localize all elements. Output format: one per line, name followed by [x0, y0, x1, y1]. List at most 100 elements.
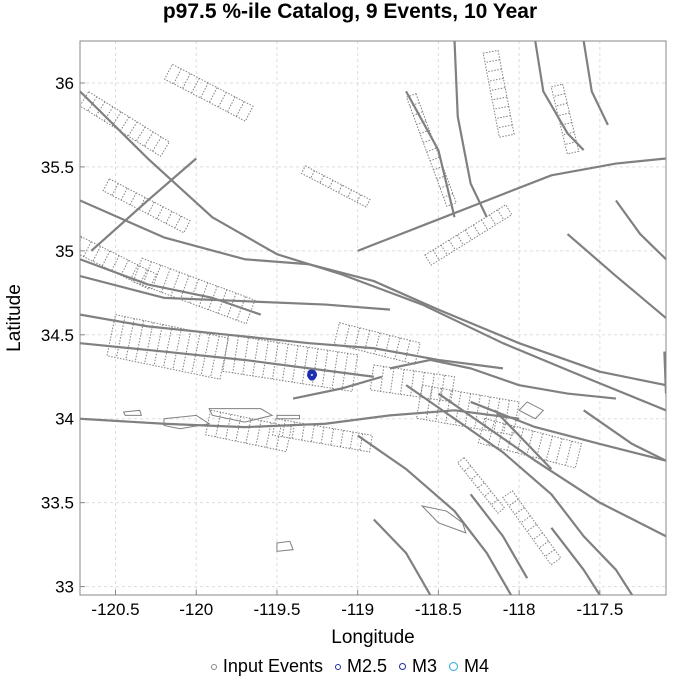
fault-patch-division [331, 351, 339, 389]
fault-patch-division [426, 147, 437, 153]
fault-patch-division [445, 390, 452, 424]
x-tick-label: -118 [503, 600, 536, 619]
fault-patch-division [545, 435, 553, 461]
plot-frame [79, 40, 667, 596]
fault-patch-division [379, 366, 385, 392]
fault-patch-division [125, 318, 135, 360]
fault-patch [550, 83, 580, 155]
fault-patch-division [174, 215, 182, 229]
x-tick-label: -117.5 [576, 600, 623, 619]
fault-patch-division [558, 112, 570, 117]
chart-plot: -120.5 -120 -119.5 -119 -118.5 -118 -117.5 333… [4, 40, 667, 648]
fault-patch-division [272, 342, 279, 380]
fault-patch-division [101, 250, 111, 267]
fault-trace [453, 41, 488, 218]
fault-patch-division [143, 131, 154, 147]
fault-patch-division [120, 260, 129, 276]
fault-patch-division [170, 272, 181, 296]
fault-patch-division [389, 367, 395, 393]
fault-patch-division [343, 325, 351, 347]
fault-trace [80, 90, 666, 412]
legend-marker-icon [335, 663, 341, 670]
fault-patch-division [189, 279, 199, 303]
fault-patch-division [232, 336, 239, 373]
x-axis-label: Longitude [331, 627, 414, 648]
fault-patch-division [489, 214, 497, 226]
fault-patch [300, 165, 371, 208]
y-tick-label: 35.5 [41, 158, 74, 177]
fault-patch-division [208, 87, 218, 103]
fault-patch-division [474, 395, 481, 429]
fault-patch-division [129, 192, 137, 205]
legend-item: M4 [449, 656, 489, 677]
x-tick-label: -120 [179, 600, 213, 619]
legend-item: Input Events [210, 656, 323, 677]
fault-patch-division [235, 101, 245, 117]
fault-patch-division [310, 170, 316, 179]
fault-patch-division [83, 241, 92, 257]
fault-patch-division [320, 426, 325, 444]
legend-label: Input Events [222, 656, 323, 676]
fault-patch-division [217, 92, 227, 108]
fault-patch-division [147, 201, 155, 215]
fault-patch [222, 334, 359, 392]
fault-patch-division [173, 68, 182, 85]
fault-patch-division [160, 268, 171, 293]
fault-patch-division [191, 332, 201, 374]
fault-trace [494, 409, 553, 470]
legend-marker-icon [210, 663, 217, 670]
fault-patch [272, 418, 373, 453]
fault-patch-division [514, 507, 525, 515]
fault-patch-division [535, 433, 544, 459]
fault-trace [566, 233, 666, 319]
y-tick-label: 34 [55, 410, 74, 429]
fault-patch-division [120, 187, 128, 201]
fault-patch-division [138, 197, 146, 210]
fault-patch-division [464, 229, 472, 241]
fault-patch-division [262, 340, 269, 378]
fault-patch-division [486, 68, 502, 73]
fault-patch-division [255, 420, 262, 446]
fault-patch [415, 384, 520, 436]
fault-patch-division [508, 498, 519, 507]
fault-patch-division [281, 344, 289, 381]
fault-patch-division [111, 183, 119, 196]
fault-trace [80, 342, 374, 378]
legend-item: M3 [399, 656, 437, 677]
fault-patch-division [210, 336, 220, 378]
fault-trace [80, 274, 391, 311]
fault-patch-division [425, 386, 433, 420]
fault-patch-division [399, 369, 405, 395]
fault-trace [615, 199, 666, 261]
fault-patch-division [151, 265, 162, 289]
fault-patch-division [440, 244, 448, 256]
fault-patch-division [495, 115, 511, 119]
fault-patch-division [538, 540, 549, 549]
x-tick-label: -119.5 [253, 600, 300, 619]
fault-patch-division [562, 131, 575, 136]
legend-label: M2.5 [347, 656, 388, 676]
y-tick-label: 36 [55, 74, 74, 93]
fault-patch-division [490, 499, 499, 506]
grid-lines [80, 41, 666, 595]
x-tick-label: -119 [341, 600, 374, 619]
fault-patch-division [374, 332, 381, 355]
fault-patch-division [115, 316, 126, 358]
fault-patch-division [142, 261, 152, 286]
fault-trace [405, 90, 456, 218]
fault-patch-division [252, 339, 259, 377]
fault-patch-division [532, 532, 543, 541]
fault-patch-division [493, 398, 501, 432]
x-tick-label: -118.5 [415, 600, 462, 619]
fault-patch-division [493, 105, 509, 110]
event-point [307, 372, 316, 380]
fault-patch-division [162, 326, 173, 368]
fault-patch-division [341, 353, 349, 390]
legend-label: M4 [464, 656, 490, 676]
fault-patch-division [544, 549, 555, 557]
island-outline [518, 401, 545, 420]
fault-patch [80, 90, 171, 157]
island-outline [122, 409, 143, 416]
fault-patch-division [235, 416, 242, 442]
fault-patch-division [310, 425, 315, 442]
